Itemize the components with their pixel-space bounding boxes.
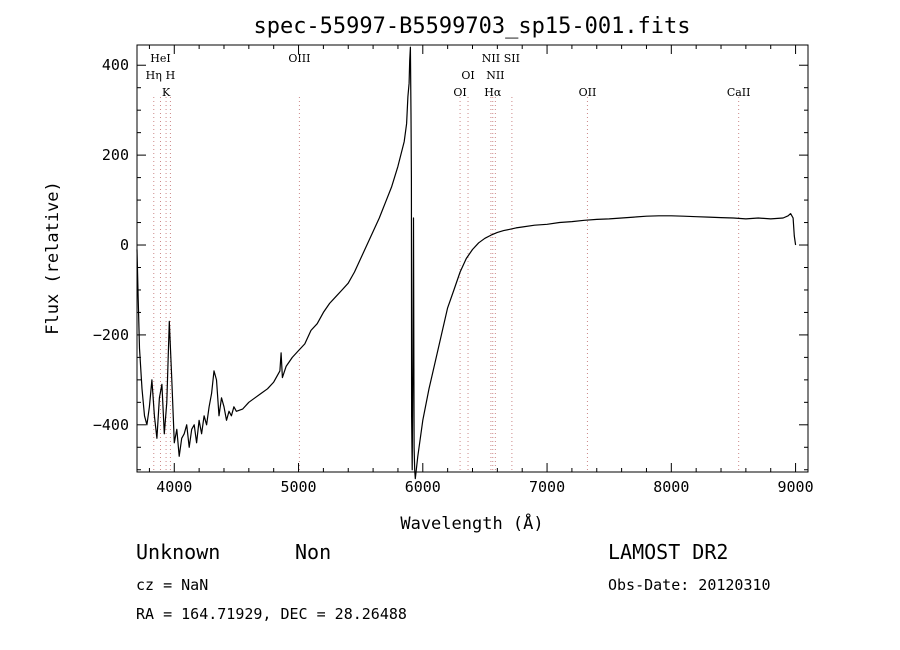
y-tick-label: 0 bbox=[120, 236, 129, 254]
classification-label: Unknown bbox=[136, 540, 221, 564]
x-tick-label: 9000 bbox=[778, 478, 814, 496]
x-tick-label: 7000 bbox=[529, 478, 565, 496]
x-axis-label: Wavelength (Å) bbox=[400, 512, 543, 534]
emission-line-markers bbox=[153, 97, 740, 472]
marker-label: K bbox=[162, 86, 171, 99]
marker-label: Hη bbox=[146, 69, 162, 82]
marker-label: OI bbox=[453, 86, 466, 99]
marker-label: OII bbox=[579, 86, 597, 99]
subclass-label: Non bbox=[295, 540, 332, 564]
plot-axes: 4000 5000 6000 7000 8000 9000 −400 −200 0 200 400 bbox=[93, 44, 814, 496]
x-tick-label: 6000 bbox=[405, 478, 441, 496]
coordinates-label: RA = 164.71929, DEC = 28.26488 bbox=[136, 605, 407, 623]
marker-label: HeI bbox=[150, 52, 170, 65]
redshift-label: cz = NaN bbox=[136, 576, 209, 594]
marker-label: OI bbox=[461, 69, 474, 82]
obs-date-label: Obs-Date: 20120310 bbox=[608, 576, 771, 594]
marker-label: OIII bbox=[288, 52, 310, 65]
y-tick-label: 200 bbox=[102, 146, 129, 164]
marker-label: NII bbox=[486, 69, 504, 82]
marker-label: SII bbox=[504, 52, 520, 65]
spectrum-plot bbox=[136, 46, 797, 480]
marker-label: Hα bbox=[484, 86, 502, 99]
spectrum-line bbox=[136, 46, 797, 480]
survey-label: LAMOST DR2 bbox=[608, 540, 729, 564]
marker-label: H bbox=[166, 69, 176, 82]
x-tick-label: 5000 bbox=[280, 478, 316, 496]
marker-label: CaII bbox=[727, 86, 751, 99]
y-tick-label: −200 bbox=[93, 326, 129, 344]
y-tick-label: 400 bbox=[102, 56, 129, 74]
y-tick-label: −400 bbox=[93, 416, 129, 434]
plot-frame bbox=[136, 44, 809, 473]
chart-title: spec-55997-B5599703_sp15-001.fits bbox=[253, 14, 690, 39]
marker-label: NII bbox=[482, 52, 500, 65]
y-axis-label: Flux (relative) bbox=[43, 181, 63, 335]
x-tick-label: 8000 bbox=[653, 478, 689, 496]
x-tick-label: 4000 bbox=[156, 478, 192, 496]
